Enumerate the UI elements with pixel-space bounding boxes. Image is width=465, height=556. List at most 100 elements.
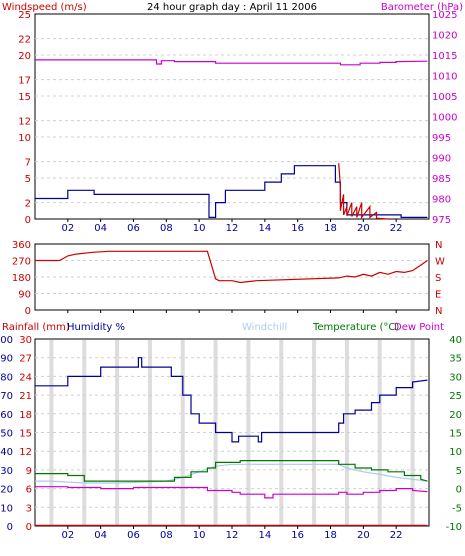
y-tick-label-right: 995 [432, 133, 451, 144]
x-tick-label: 06 [127, 223, 140, 234]
y-tick-label-humidity: 90 [0, 354, 13, 365]
compass-label: N [435, 240, 442, 251]
y-tick-label-left: 270 [12, 257, 31, 268]
compass-label: W [435, 257, 445, 268]
y-tick-label-left: 5 [25, 174, 31, 185]
y-tick-label-humidity: 100 [0, 335, 13, 346]
series-line [338, 163, 389, 220]
y-tick-label-temp: 15 [449, 429, 462, 440]
x-tick-label: 12 [226, 530, 239, 541]
y-tick-label-left: 25 [18, 10, 31, 21]
x-tick-label: 18 [324, 530, 337, 541]
y-tick-label-right: 1000 [432, 113, 457, 124]
y-tick-label-left: 17 [18, 76, 31, 87]
compass-label: S [435, 273, 441, 284]
x-tick-label: 16 [291, 223, 304, 234]
x-tick-label: 10 [193, 530, 206, 541]
y-tick-label-humidity: 20 [0, 485, 13, 496]
y-tick-label-rain: 21 [19, 391, 32, 402]
y-tick-label-left: 2 [25, 199, 31, 210]
y-tick-label-left: 10 [18, 133, 31, 144]
y-tick-label-humidity: 50 [0, 429, 13, 440]
wind-direction-plot-area [34, 243, 430, 311]
y-tick-label-temp: 10 [449, 447, 462, 458]
y-tick-label-humidity: 80 [0, 372, 13, 383]
y-tick-label-rain: 6 [26, 485, 32, 496]
y-tick-label-left: 0 [25, 215, 31, 226]
y-tick-label-rain: 9 [26, 466, 32, 477]
legend-label: Dew Point [394, 322, 444, 333]
legend-label: Windchill [242, 322, 287, 333]
x-tick-label: 08 [160, 530, 173, 541]
y-axis-label-left: Windspeed (m/s) [2, 2, 87, 13]
y-tick-label-left: 0 [25, 306, 31, 317]
x-tick-label: 14 [258, 223, 271, 234]
y-tick-label-temp: 30 [449, 372, 462, 383]
x-tick-label: 18 [324, 223, 337, 234]
y-tick-label-humidity: 0 [7, 522, 13, 533]
y-tick-label-right: 1025 [432, 10, 457, 21]
y-tick-label-temp: -10 [446, 522, 462, 533]
y-tick-label-temp: 40 [449, 335, 462, 346]
y-axis-label-right: Barometer (hPa) [381, 2, 463, 13]
x-tick-label: 20 [357, 530, 370, 541]
series-line [35, 59, 428, 66]
y-tick-label-left: 22 [18, 35, 31, 46]
hour-shade-bar [49, 340, 54, 525]
y-tick-label-humidity: 70 [0, 391, 13, 402]
legend-label: Temperature (°C) [312, 322, 399, 333]
hour-shade-bar [344, 340, 349, 525]
compass-label: E [435, 290, 441, 301]
x-tick-label: 08 [160, 223, 173, 234]
y-tick-label-right: 980 [432, 195, 451, 206]
x-tick-label: 22 [390, 223, 403, 234]
y-tick-label-rain: 0 [26, 522, 32, 533]
y-tick-label-rain: 24 [19, 372, 32, 383]
y-tick-label-rain: 15 [19, 429, 32, 440]
y-tick-label-temp: 20 [449, 410, 462, 421]
x-tick-label: 22 [390, 530, 403, 541]
x-tick-label: 02 [61, 530, 74, 541]
series-line [35, 460, 428, 482]
y-tick-label-rain: 18 [19, 410, 32, 421]
y-tick-label-right: 985 [432, 174, 451, 185]
legend-label: Humidity % [67, 322, 125, 333]
y-tick-label-humidity: 10 [0, 503, 13, 514]
chart-title: 24 hour graph day : April 11 2006 [147, 2, 317, 13]
y-tick-label-left: 180 [12, 273, 31, 284]
x-tick-label: 16 [291, 530, 304, 541]
series-line [35, 250, 428, 284]
y-tick-label-humidity: 30 [0, 466, 13, 477]
y-tick-label-rain: 30 [19, 335, 32, 346]
y-tick-label-rain: 27 [19, 354, 32, 365]
hour-shade-bar [246, 340, 251, 525]
x-tick-label: 20 [357, 223, 370, 234]
hour-shade-bar [115, 340, 120, 525]
series-line [35, 463, 428, 484]
legend-label: Rainfall (mm) [2, 322, 70, 333]
y-tick-label-right: 1015 [432, 51, 457, 62]
y-tick-label-humidity: 60 [0, 410, 13, 421]
series-line [35, 357, 428, 443]
y-tick-label-temp: 25 [449, 391, 462, 402]
x-tick-label: 02 [61, 223, 74, 234]
y-tick-label-left: 90 [18, 290, 31, 301]
x-tick-label: 14 [258, 530, 271, 541]
y-tick-label-temp: -5 [452, 503, 462, 514]
y-tick-label-right: 1005 [432, 92, 457, 103]
y-tick-label-temp: 0 [456, 485, 462, 496]
x-tick-label: 04 [94, 530, 107, 541]
y-tick-label-rain: 12 [19, 447, 32, 458]
y-tick-label-left: 7 [25, 158, 31, 169]
x-tick-label: 10 [193, 223, 206, 234]
y-tick-label-left: 15 [18, 92, 31, 103]
y-tick-label-left: 360 [12, 240, 31, 251]
y-tick-label-left: 12 [18, 117, 31, 128]
x-tick-label: 06 [127, 530, 140, 541]
y-tick-label-left: 20 [18, 51, 31, 62]
y-tick-label-right: 975 [432, 215, 451, 226]
y-tick-label-temp: 35 [449, 354, 462, 365]
y-tick-label-right: 1010 [432, 72, 457, 83]
series-line [35, 486, 428, 499]
